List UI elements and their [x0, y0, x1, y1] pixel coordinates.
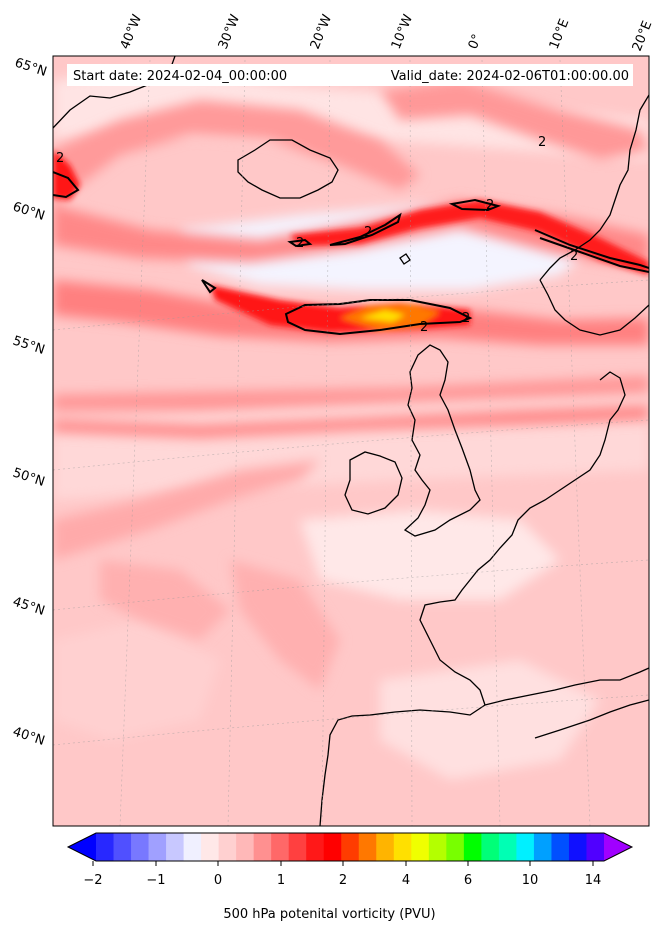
colorbar-tick-label: 10 [522, 873, 539, 888]
colorbar-segment [131, 833, 150, 861]
colorbar-tick-label: 2 [339, 873, 347, 888]
colorbar-segment [568, 833, 587, 861]
contour-label: 2 [462, 311, 470, 326]
ireland-coast [344, 451, 403, 515]
colorbar-right-extend [604, 833, 632, 861]
colorbar-tick-label: −1 [146, 873, 165, 888]
contour-label: 2 [420, 320, 428, 335]
colorbar-segment [463, 833, 482, 861]
colorbar-segment [236, 833, 255, 861]
colorbar-segment [183, 833, 202, 861]
lon-label: 10°W [389, 12, 416, 51]
contour-label: 2 [570, 249, 578, 264]
colorbar-outline [66, 832, 634, 862]
colorbar-segment [516, 833, 535, 861]
colorbar-segment [113, 833, 132, 861]
colorbar-segment [218, 833, 237, 861]
colorbar-tick-label: 14 [585, 873, 602, 888]
colorbar-segment [341, 833, 360, 861]
colorbar-segment [271, 833, 290, 861]
colorbar-segment [481, 833, 500, 861]
colorbar-segment [586, 833, 605, 861]
lat-label: 55°N [11, 334, 47, 358]
latitude-labels: 65°N 60°N 55°N 50°N 45°N 40°N [11, 56, 49, 749]
lat-label: 50°N [11, 466, 47, 490]
contour-label: 2 [364, 225, 372, 240]
contour-label: 2 [296, 236, 304, 251]
lat-label: 40°N [11, 725, 47, 749]
longitude-labels: 40°W 30°W 20°W 10°W 0° 10°E 20°E [118, 12, 656, 53]
colorbar-segment [201, 833, 220, 861]
colorbar-segment [446, 833, 465, 861]
colorbar-segment [166, 833, 185, 861]
south-norway-coast [539, 279, 649, 336]
lon-label: 30°W [216, 12, 243, 51]
colorbar-tick-label: 0 [214, 873, 222, 888]
colorbar-segment [148, 833, 167, 861]
header-banner [67, 64, 633, 86]
colorbar-segment [533, 833, 552, 861]
lat-label: 60°N [11, 200, 47, 224]
colorbar-segments [96, 833, 605, 861]
colorbar: −2 −1 0 1 2 4 6 10 14 [66, 832, 634, 888]
continental-coast [319, 371, 626, 826]
lon-label: 20°E [630, 19, 656, 54]
valid-date-label: Valid_date: 2024-02-06T01:00:00.00 [391, 69, 629, 84]
colorbar-segment [358, 833, 377, 861]
colorbar-tick-label: 6 [464, 873, 472, 888]
start-date-label: Start date: 2024-02-04_00:00:00 [73, 69, 287, 84]
great-britain-coast [403, 344, 481, 537]
biscay-coast [484, 667, 649, 706]
colorbar-segment [96, 833, 115, 861]
pv-2-contours [53, 171, 649, 336]
colorbar-segment [411, 833, 430, 861]
colorbar-segment [323, 833, 342, 861]
map-frame [52, 55, 650, 827]
faroe-coast [399, 253, 411, 265]
colorbar-left-extend [68, 833, 96, 861]
lon-label: 20°W [308, 12, 335, 51]
coastlines [53, 56, 649, 826]
colorbar-segment [428, 833, 447, 861]
contour-label: 2 [56, 151, 64, 166]
iceland-coast [237, 139, 339, 199]
colorbar-tick-label: 4 [402, 873, 410, 888]
norway-coast [539, 94, 649, 281]
colorbar-segment [253, 833, 272, 861]
colorbar-ticks: −2 −1 0 1 2 4 6 10 14 [83, 861, 601, 888]
colorbar-segment [306, 833, 325, 861]
iberian-coast [534, 699, 649, 739]
contour-value-labels: 2 2 2 2 2 2 2 2 [56, 135, 578, 335]
colorbar-segment [498, 833, 517, 861]
lat-label: 65°N [13, 56, 49, 80]
lon-label: 0° [466, 32, 485, 51]
lon-label: 10°E [547, 17, 573, 52]
colorbar-caption: 500 hPa potenital vorticity (PVU) [223, 907, 436, 922]
colorbar-tick-label: −2 [83, 873, 102, 888]
pv-cores [53, 150, 649, 332]
lat-label: 45°N [11, 595, 47, 619]
map-panel: 2 2 2 2 2 2 2 2 Start date: 2024-02-04_0… [53, 56, 649, 826]
colorbar-tick-label: 1 [277, 873, 285, 888]
lon-label: 40°W [118, 12, 145, 51]
contour-label: 2 [538, 135, 546, 150]
colorbar-segment [393, 833, 412, 861]
colorbar-segment [551, 833, 570, 861]
colorbar-segment [288, 833, 307, 861]
colorbar-segment [376, 833, 395, 861]
contour-label: 2 [486, 198, 494, 213]
